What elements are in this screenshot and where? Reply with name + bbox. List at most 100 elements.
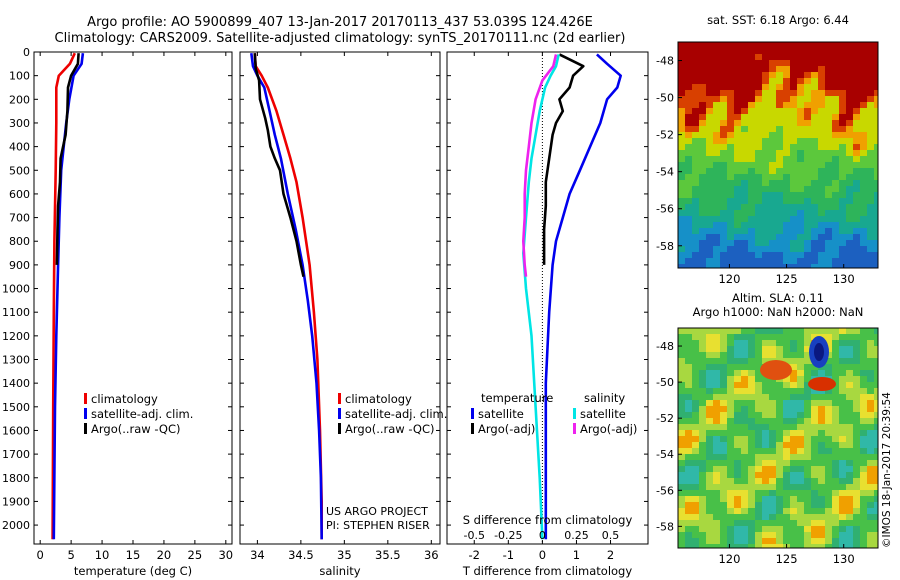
map-cell xyxy=(713,60,720,66)
map-cell xyxy=(769,430,776,436)
map-cell xyxy=(713,400,720,406)
map-cell xyxy=(825,532,832,538)
map-cell xyxy=(860,520,867,526)
map-cell xyxy=(867,228,874,234)
map-cell xyxy=(762,532,769,538)
map-cell xyxy=(762,162,769,168)
map-cell xyxy=(748,430,755,436)
map-cell xyxy=(839,252,846,258)
map-cell xyxy=(790,466,797,472)
map-cell xyxy=(741,394,748,400)
map-cell xyxy=(720,258,727,264)
map-cell xyxy=(867,264,874,268)
map-cell xyxy=(699,246,706,252)
map-cell xyxy=(727,478,734,484)
map-cell xyxy=(692,90,699,96)
map-cell xyxy=(783,84,790,90)
map-cell xyxy=(755,364,762,370)
sla-map-subtitle: Argo h1000: NaN h2000: NaN xyxy=(693,305,864,319)
map-cell xyxy=(734,496,741,502)
map-cell xyxy=(853,204,860,210)
map-cell xyxy=(727,376,734,382)
map-cell xyxy=(825,460,832,466)
map-cell xyxy=(762,72,769,78)
map-cell xyxy=(790,102,797,108)
map-cell xyxy=(678,222,685,228)
map-cell xyxy=(790,412,797,418)
map-cell xyxy=(797,388,804,394)
map-cell xyxy=(699,490,706,496)
map-cell xyxy=(706,496,713,502)
map-cell xyxy=(832,150,839,156)
map-cell xyxy=(832,460,839,466)
y-tick-label: 900 xyxy=(9,259,30,272)
map-cell xyxy=(699,228,706,234)
map-cell xyxy=(839,180,846,186)
map-cell xyxy=(692,490,699,496)
map-cell xyxy=(692,120,699,126)
map-cell xyxy=(713,108,720,114)
map-cell xyxy=(699,442,706,448)
map-cell xyxy=(825,96,832,102)
map-cell xyxy=(734,352,741,358)
map-cell xyxy=(804,442,811,448)
map-cell xyxy=(874,376,878,382)
map-cell xyxy=(846,162,853,168)
map-cell xyxy=(839,436,846,442)
map-cell xyxy=(692,264,699,268)
map-cell xyxy=(867,156,874,162)
map-cell xyxy=(783,126,790,132)
map-cell xyxy=(741,264,748,268)
map-cell xyxy=(755,84,762,90)
map-cell xyxy=(769,72,776,78)
map-cell xyxy=(762,424,769,430)
map-cell xyxy=(874,424,878,430)
map-cell xyxy=(692,466,699,472)
map-cell xyxy=(755,72,762,78)
map-cell xyxy=(762,84,769,90)
map-cell xyxy=(783,334,790,340)
map-cell xyxy=(867,436,874,442)
map-cell xyxy=(846,424,853,430)
map-cell xyxy=(769,258,776,264)
map-cell xyxy=(853,358,860,364)
map-cell xyxy=(755,96,762,102)
map-cell xyxy=(755,460,762,466)
map-cell xyxy=(846,96,853,102)
map-cell xyxy=(720,228,727,234)
map-cell xyxy=(741,526,748,532)
map-cell xyxy=(818,150,825,156)
map-cell xyxy=(706,418,713,424)
map-cell xyxy=(755,532,762,538)
map-cell xyxy=(720,150,727,156)
map-cell xyxy=(811,132,818,138)
map-cell xyxy=(804,264,811,268)
map-cell xyxy=(713,162,720,168)
map-cell xyxy=(811,478,818,484)
map-cell xyxy=(741,78,748,84)
map-cell xyxy=(741,204,748,210)
map-cell xyxy=(832,484,839,490)
map-cell xyxy=(818,264,825,268)
map-cell xyxy=(783,252,790,258)
map-cell xyxy=(853,150,860,156)
map-cell xyxy=(706,502,713,508)
map-cell xyxy=(720,198,727,204)
map-cell xyxy=(748,246,755,252)
map-cell xyxy=(762,412,769,418)
map-cell xyxy=(706,174,713,180)
map-cell xyxy=(706,394,713,400)
map-cell xyxy=(706,108,713,114)
map-cell xyxy=(734,442,741,448)
map-cell xyxy=(699,400,706,406)
map-cell xyxy=(797,240,804,246)
legend-temp-argo-swatch xyxy=(471,423,474,434)
map-cell xyxy=(832,120,839,126)
map-cell xyxy=(839,466,846,472)
map-cell xyxy=(713,54,720,60)
map-cell xyxy=(825,162,832,168)
map-cell xyxy=(741,54,748,60)
map-cell xyxy=(699,376,706,382)
map-cell xyxy=(713,340,720,346)
map-cell xyxy=(776,90,783,96)
